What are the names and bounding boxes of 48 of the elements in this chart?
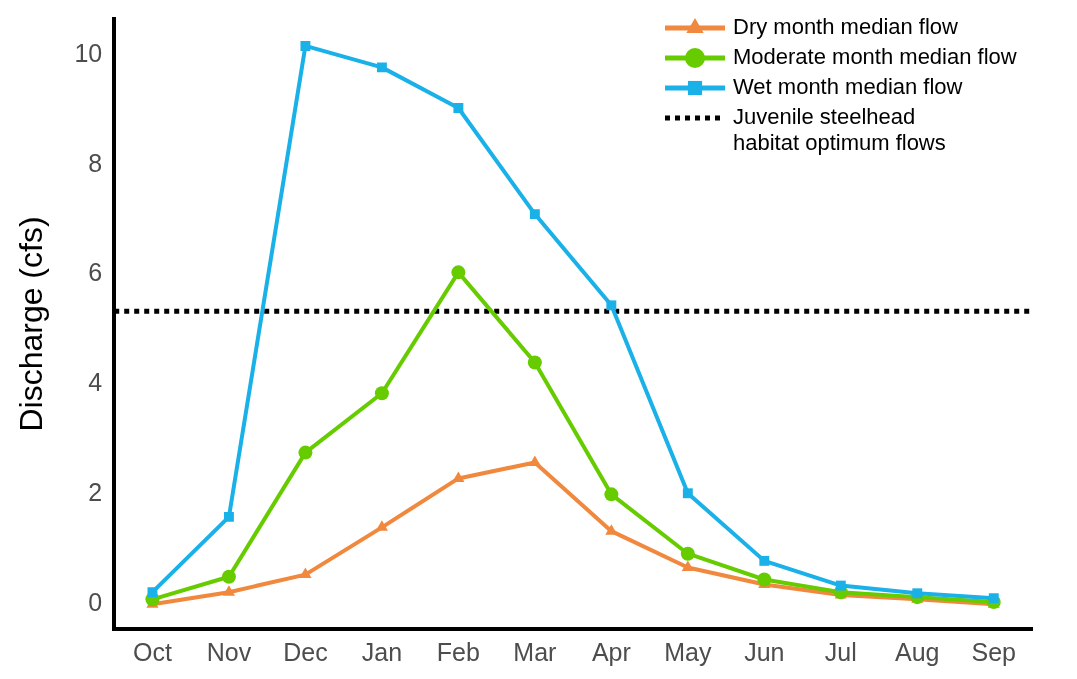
point — [298, 445, 313, 460]
point — [221, 569, 236, 584]
point — [681, 560, 694, 571]
point — [527, 355, 542, 370]
y-tick-label: 10 — [74, 38, 103, 67]
y-tick-label: 4 — [88, 368, 103, 397]
point — [223, 511, 234, 522]
point — [453, 103, 464, 113]
x-tick-label: Jul — [824, 637, 857, 666]
x-tick-label: Oct — [133, 637, 172, 666]
point — [299, 567, 312, 579]
point — [374, 386, 389, 401]
legend-label: Dry month median flow — [733, 14, 959, 40]
point — [528, 455, 541, 466]
point — [452, 471, 465, 482]
x-tick-label: Feb — [436, 637, 480, 666]
point — [757, 572, 772, 587]
x-tick-label: Mar — [513, 637, 557, 666]
y-tick-label: 2 — [88, 478, 103, 507]
x-tick-label: Aug — [895, 637, 940, 666]
point — [376, 62, 387, 73]
y-axis-title: Discharge (cfs) — [13, 216, 50, 432]
point — [604, 487, 619, 502]
point — [988, 593, 999, 604]
x-tick-label: Jun — [744, 637, 785, 666]
y-tick-label: 0 — [88, 588, 103, 617]
x-tick-label: Nov — [206, 637, 252, 666]
x-tick-label: Apr — [591, 637, 631, 666]
legend-label: Wet month median flow — [733, 74, 963, 100]
point — [912, 588, 923, 599]
point — [222, 585, 235, 596]
x-tick-label: Jan — [361, 637, 403, 666]
point — [759, 555, 770, 566]
point — [835, 580, 846, 591]
x-tick-label: Sep — [971, 637, 1016, 666]
legend-label: Juvenile steelhead habitat optimum flows — [733, 104, 946, 156]
x-tick-label: May — [664, 637, 712, 666]
x-tick-label: Dec — [283, 637, 328, 666]
point — [147, 587, 158, 598]
point — [680, 546, 695, 561]
y-tick-label: 8 — [88, 148, 103, 177]
point — [451, 265, 466, 280]
legend-label: Moderate month median flow — [733, 44, 1017, 70]
point — [606, 300, 617, 311]
y-tick-label: 6 — [88, 258, 103, 287]
point — [529, 209, 540, 220]
point — [682, 488, 693, 499]
point — [300, 40, 311, 51]
